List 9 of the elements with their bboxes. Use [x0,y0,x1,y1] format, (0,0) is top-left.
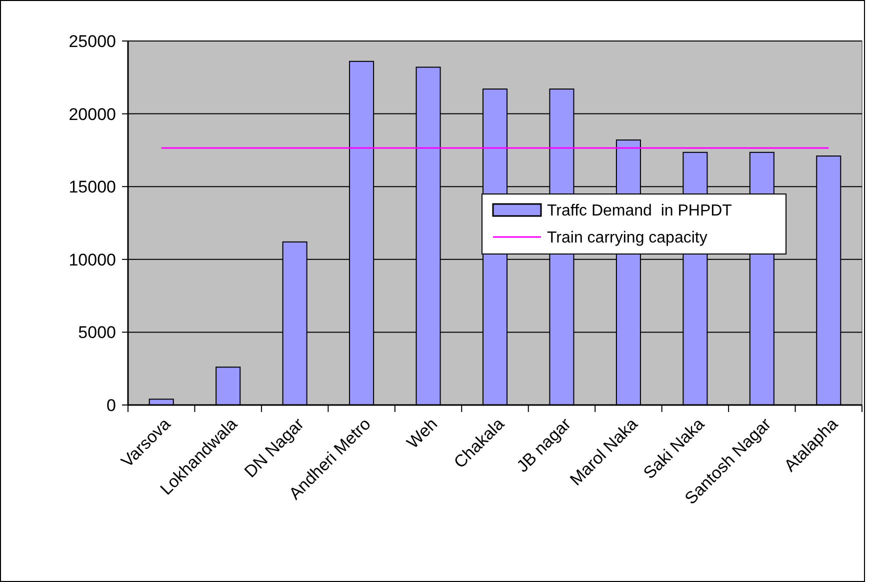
x-tick-label: Weh [403,414,442,452]
y-tick-label: 0 [106,396,116,415]
y-tick-label: 25000 [68,32,116,51]
legend-label: Train carrying capacity [547,230,708,247]
legend-label: Traffc Demand in PHPDT [547,202,732,220]
y-tick-label: 20000 [68,104,116,124]
y-tick-label: 15000 [68,178,116,197]
y-tick-label: 5000 [78,323,116,342]
y-tick-label: 10000 [68,250,116,270]
